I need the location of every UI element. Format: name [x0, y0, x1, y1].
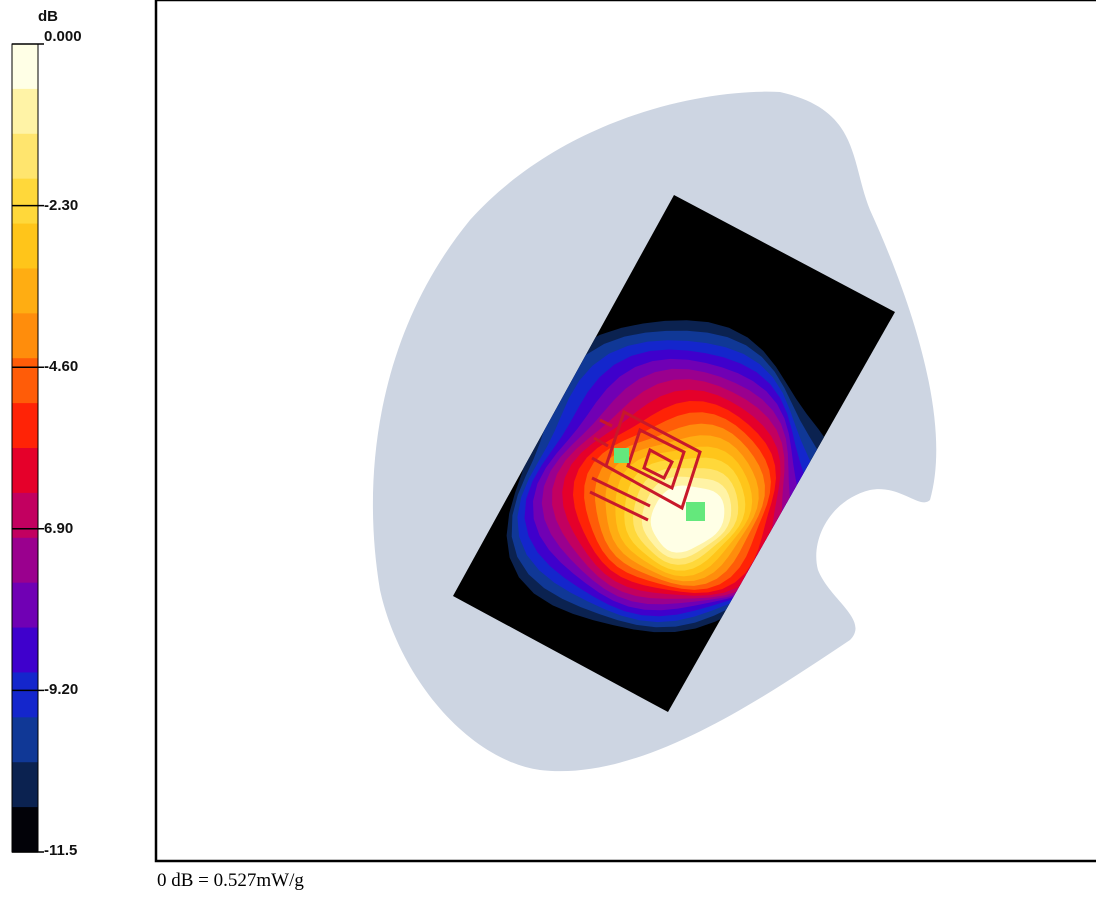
- colorbar-segment: [12, 537, 38, 584]
- colorbar-tick-label: 6.90: [44, 519, 74, 537]
- colorbar-segment: [12, 672, 38, 718]
- colorbar-segment: [12, 582, 38, 629]
- colorbar-segment: [12, 44, 38, 90]
- colorbar-segment: [12, 627, 38, 674]
- colorbar-segment: [12, 223, 38, 270]
- colorbar-tick-label: 0.000: [44, 28, 82, 45]
- colorbar-segment: [12, 492, 38, 539]
- peak-marker: [686, 502, 705, 521]
- colorbar-segment: [12, 807, 38, 853]
- colorbar-segment: [12, 762, 38, 808]
- antenna-traces: [589, 409, 702, 522]
- colorbar-segment: [12, 178, 38, 225]
- colorbar-tick-label: -2.30: [44, 196, 79, 214]
- colorbar-segment: [12, 403, 38, 449]
- colorbar-unit-label: dB: [38, 8, 58, 25]
- colorbar-tick-label: -11.5: [44, 842, 78, 859]
- colorbar-tick-label: -9.20: [44, 681, 79, 699]
- colorbar-segment: [12, 268, 38, 314]
- colorbar-segment: [12, 133, 38, 180]
- colorbar-segment: [12, 358, 38, 404]
- colorbar-segment: [12, 717, 38, 763]
- colorbar: [11, 43, 44, 853]
- colorbar-segment: [12, 448, 38, 494]
- reference-marker: [614, 448, 629, 463]
- colorbar-segment: [12, 88, 38, 135]
- colorbar-tick-label: -4.60: [44, 358, 79, 376]
- colorbar-segment: [12, 313, 38, 359]
- reference-footnote: 0 dB = 0.527mW/g: [157, 870, 304, 891]
